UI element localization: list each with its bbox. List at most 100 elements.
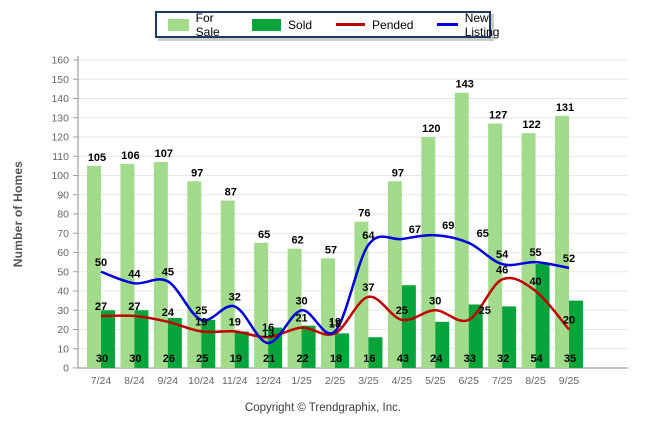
new-listing-value-label: 32 [229,291,241,303]
legend-label-sold: Sold [288,17,313,32]
x-tick-label: 11/24 [222,375,248,387]
for-sale-value-label: 97 [392,167,404,179]
pended-value-label: 18 [329,318,341,330]
bar-for-sale [488,123,503,369]
bar-sold [401,285,416,368]
y-tick-label: 40 [57,286,69,298]
y-tick-label: 160 [51,55,69,67]
legend-item-for-sale: For Sale [168,11,228,39]
new-listing-value-label: 55 [529,247,541,259]
pended-value-label: 46 [496,264,508,276]
y-tick-label: 120 [51,132,69,144]
legend-label-new-listing: New Listing [464,10,500,39]
for-sale-value-label: 105 [88,152,106,164]
x-tick-label: 8/24 [124,375,145,387]
sold-value-label: 16 [363,353,375,365]
pended-value-label: 27 [95,301,107,313]
bar-sold [167,317,182,368]
for-sale-value-labels: 105 106 107 97 87 65 62 57 76 97 120 143 127 122 131 [88,79,574,257]
sold-value-label: 54 [530,353,543,365]
for-sale-value-label: 107 [155,148,173,160]
bar-for-sale [521,133,536,368]
y-tick-label: 130 [51,112,69,124]
new-listing-value-labels: 50 44 45 25 32 13 30 19 64 67 69 65 54 55 52 [95,220,575,340]
y-tick-label: 140 [51,93,69,105]
chart-legend: For Sale Sold Pended New Listing [155,11,499,39]
pended-value-label: 27 [128,301,140,313]
y-tick-label: 110 [52,151,69,163]
for-sale-value-label: 76 [358,208,370,220]
sold-value-label: 26 [163,353,175,365]
bar-for-sale [387,181,402,368]
y-axis-labels: 0 10 20 30 40 50 60 70 80 90 100 110 120 130 140 150 160 [51,55,69,375]
new-listing-value-label: 45 [162,266,174,278]
for-sale-value-label: 65 [258,229,270,241]
for-sale-value-label: 143 [456,79,474,91]
for-sale-value-label: 62 [291,235,303,247]
pended-value-label: 21 [295,313,307,325]
y-tick-label: 150 [51,74,69,86]
x-tick-label: 2/25 [325,375,346,387]
bars-sold [101,264,583,368]
new-listing-value-label: 44 [128,268,141,280]
sold-value-label: 32 [497,353,509,365]
new-listing-value-label: 13 [262,328,274,340]
bar-sold [435,321,450,368]
sold-value-label: 35 [564,353,576,365]
y-tick-label: 60 [57,247,69,259]
new-listing-value-label: 52 [563,253,575,265]
for-sale-value-label: 97 [191,167,203,179]
pended-value-label: 24 [162,307,175,319]
y-axis-title: Number of Homes [11,160,25,268]
legend-item-pended: Pended [336,18,413,32]
bar-sold [502,306,517,368]
pended-value-labels: 27 27 24 19 19 16 21 18 37 25 30 25 46 40 20 [95,264,575,334]
x-tick-label: 4/25 [392,375,413,387]
legend-label-for-sale: For Sale [195,10,220,39]
pended-value-label: 40 [529,276,541,288]
x-tick-label: 7/25 [492,375,513,387]
new-listing-value-label: 30 [295,295,307,307]
pended-value-label: 37 [362,282,374,294]
x-tick-label: 5/25 [425,375,446,387]
pended-value-label: 19 [195,316,207,328]
bar-for-sale [454,92,469,368]
x-axis-labels: 7/24 8/24 9/24 10/24 11/24 12/24 1/25 2/25 3/25 4… [91,375,580,387]
bar-for-sale [87,165,101,368]
bar-for-sale [421,137,436,368]
bar-for-sale [354,221,369,368]
new-listing-line [100,233,570,345]
new-listing-value-label: 19 [329,316,341,328]
y-tick-label: 10 [57,343,69,355]
bar-sold [101,310,115,368]
bar-for-sale [153,162,168,368]
x-tick-label: 10/24 [188,375,214,387]
new-listing-line-swatch-icon [437,23,458,26]
bar-sold [535,264,550,368]
bar-sold [335,333,349,368]
for-sale-value-label: 57 [325,244,337,256]
y-tick-label: 30 [57,305,69,317]
y-tick-label: 50 [57,266,69,278]
y-tick-label: 80 [57,209,69,221]
new-listing-value-label: 69 [442,220,454,232]
sold-value-labels: 30 30 26 25 19 21 22 18 16 43 24 33 32 54 35 [96,353,576,365]
sold-value-label: 30 [129,353,141,365]
bar-sold [134,310,149,368]
x-tick-label: 6/25 [458,375,479,387]
x-tick-label: 8/25 [525,375,546,387]
sold-value-label: 19 [230,353,242,365]
new-listing-value-label: 50 [95,257,107,269]
sold-value-label: 18 [330,353,342,365]
bar-sold [368,337,383,368]
new-listing-value-label: 25 [195,305,207,317]
x-tick-label: 1/25 [291,375,312,387]
bar-for-sale [254,242,269,368]
pended-line-swatch-icon [336,23,366,26]
bar-for-sale [287,248,302,368]
pended-value-label: 19 [229,316,241,328]
legend-item-sold: Sold [252,18,312,32]
bar-for-sale [321,258,335,368]
